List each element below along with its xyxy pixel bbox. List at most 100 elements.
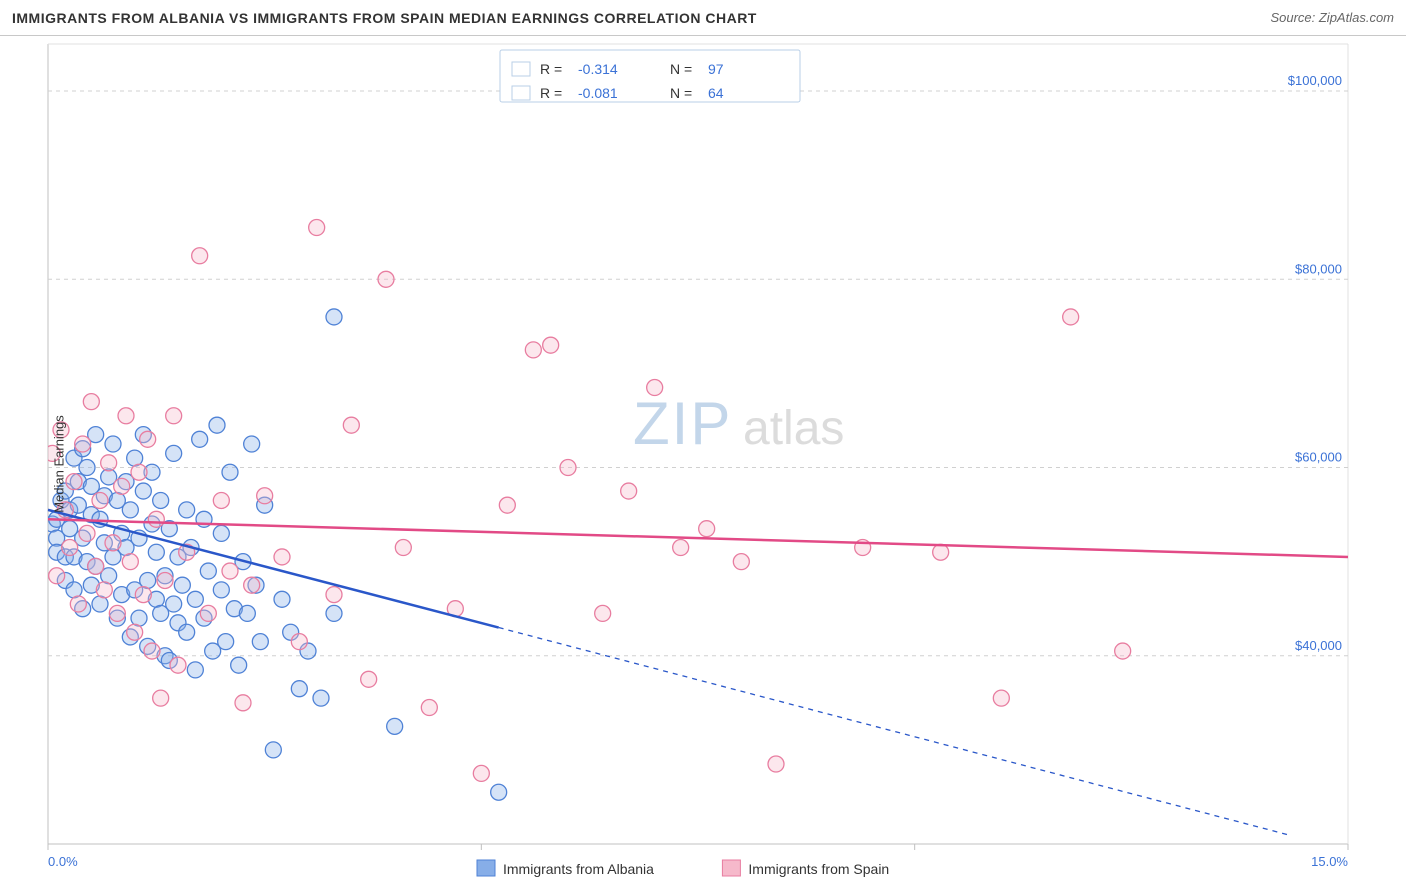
data-point [218,634,234,650]
legend-swatch [477,860,495,876]
data-point [499,497,515,513]
data-point [88,558,104,574]
data-point [543,337,559,353]
data-point [187,662,203,678]
data-point [239,605,255,621]
data-point [343,417,359,433]
data-point [213,582,229,598]
data-point [166,596,182,612]
stats-n-value: 97 [708,61,724,77]
legend-label: Immigrants from Albania [503,861,654,877]
stats-r-label: R = [540,61,562,77]
data-point [309,220,325,236]
data-point [122,554,138,570]
data-point [62,540,78,556]
data-point [109,605,125,621]
data-point [79,460,95,476]
data-point [148,511,164,527]
data-point [291,681,307,697]
chart-title: IMMIGRANTS FROM ALBANIA VS IMMIGRANTS FR… [12,10,757,26]
watermark: atlas [743,402,844,455]
data-point [595,605,611,621]
data-point [326,309,342,325]
data-point [274,549,290,565]
data-point [213,525,229,541]
data-point [131,464,147,480]
regression-line [48,519,1348,557]
data-point [244,577,260,593]
data-point [135,587,151,603]
data-point [75,436,91,452]
data-point [378,271,394,287]
data-point [179,502,195,518]
stats-n-value: 64 [708,85,724,101]
data-point [473,765,489,781]
data-point [621,483,637,499]
data-point [274,591,290,607]
data-point [313,690,329,706]
data-point [361,671,377,687]
data-point [101,455,117,471]
data-point [768,756,784,772]
data-point [135,483,151,499]
x-tick-label: 15.0% [1311,854,1348,869]
data-point [421,700,437,716]
data-point [1115,643,1131,659]
data-point [122,502,138,518]
data-point [92,492,108,508]
data-point [70,596,86,612]
data-point [118,408,134,424]
legend-swatch [512,86,530,100]
data-point [148,544,164,560]
data-point [157,572,173,588]
data-point [105,436,121,452]
data-point [733,554,749,570]
data-point [213,492,229,508]
stats-legend: R =-0.314N =97R =-0.081N =64 [500,50,800,102]
scatter-chart: $40,000$60,000$80,000$100,0000.0%15.0%ZI… [0,36,1406,892]
data-point [144,643,160,659]
series [44,220,1130,782]
data-point [179,624,195,640]
x-tick-label: 0.0% [48,854,78,869]
regression-line-extrapolated [499,628,1288,835]
data-point [153,690,169,706]
data-point [933,544,949,560]
data-point [235,695,251,711]
data-point [387,718,403,734]
data-point [174,577,190,593]
data-point [83,394,99,410]
title-bar: IMMIGRANTS FROM ALBANIA VS IMMIGRANTS FR… [0,0,1406,36]
data-point [192,431,208,447]
bottom-legend: Immigrants from Albania Immigrants from S… [477,860,889,877]
data-point [170,657,186,673]
data-point [993,690,1009,706]
data-point [166,445,182,461]
data-point [395,540,411,556]
stats-r-value: -0.314 [578,61,618,77]
stats-n-label: N = [670,61,692,77]
data-point [265,742,281,758]
stats-r-value: -0.081 [578,85,618,101]
source-attribution: Source: ZipAtlas.com [1270,10,1394,25]
chart-container: Median Earnings $40,000$60,000$80,000$10… [0,36,1406,892]
data-point [647,380,663,396]
data-point [153,492,169,508]
data-point [252,634,268,650]
data-point [66,474,82,490]
data-point [166,408,182,424]
data-point [209,417,225,433]
data-point [114,478,130,494]
data-point [326,587,342,603]
data-point [49,568,65,584]
legend-label: Immigrants from Spain [748,861,889,877]
data-point [192,248,208,264]
data-point [105,535,121,551]
data-point [231,657,247,673]
y-axis-label: Median Earnings [51,415,66,513]
y-tick-label: $100,000 [1288,73,1342,88]
data-point [1063,309,1079,325]
data-point [127,624,143,640]
stats-n-label: N = [670,85,692,101]
y-tick-label: $80,000 [1295,261,1342,276]
